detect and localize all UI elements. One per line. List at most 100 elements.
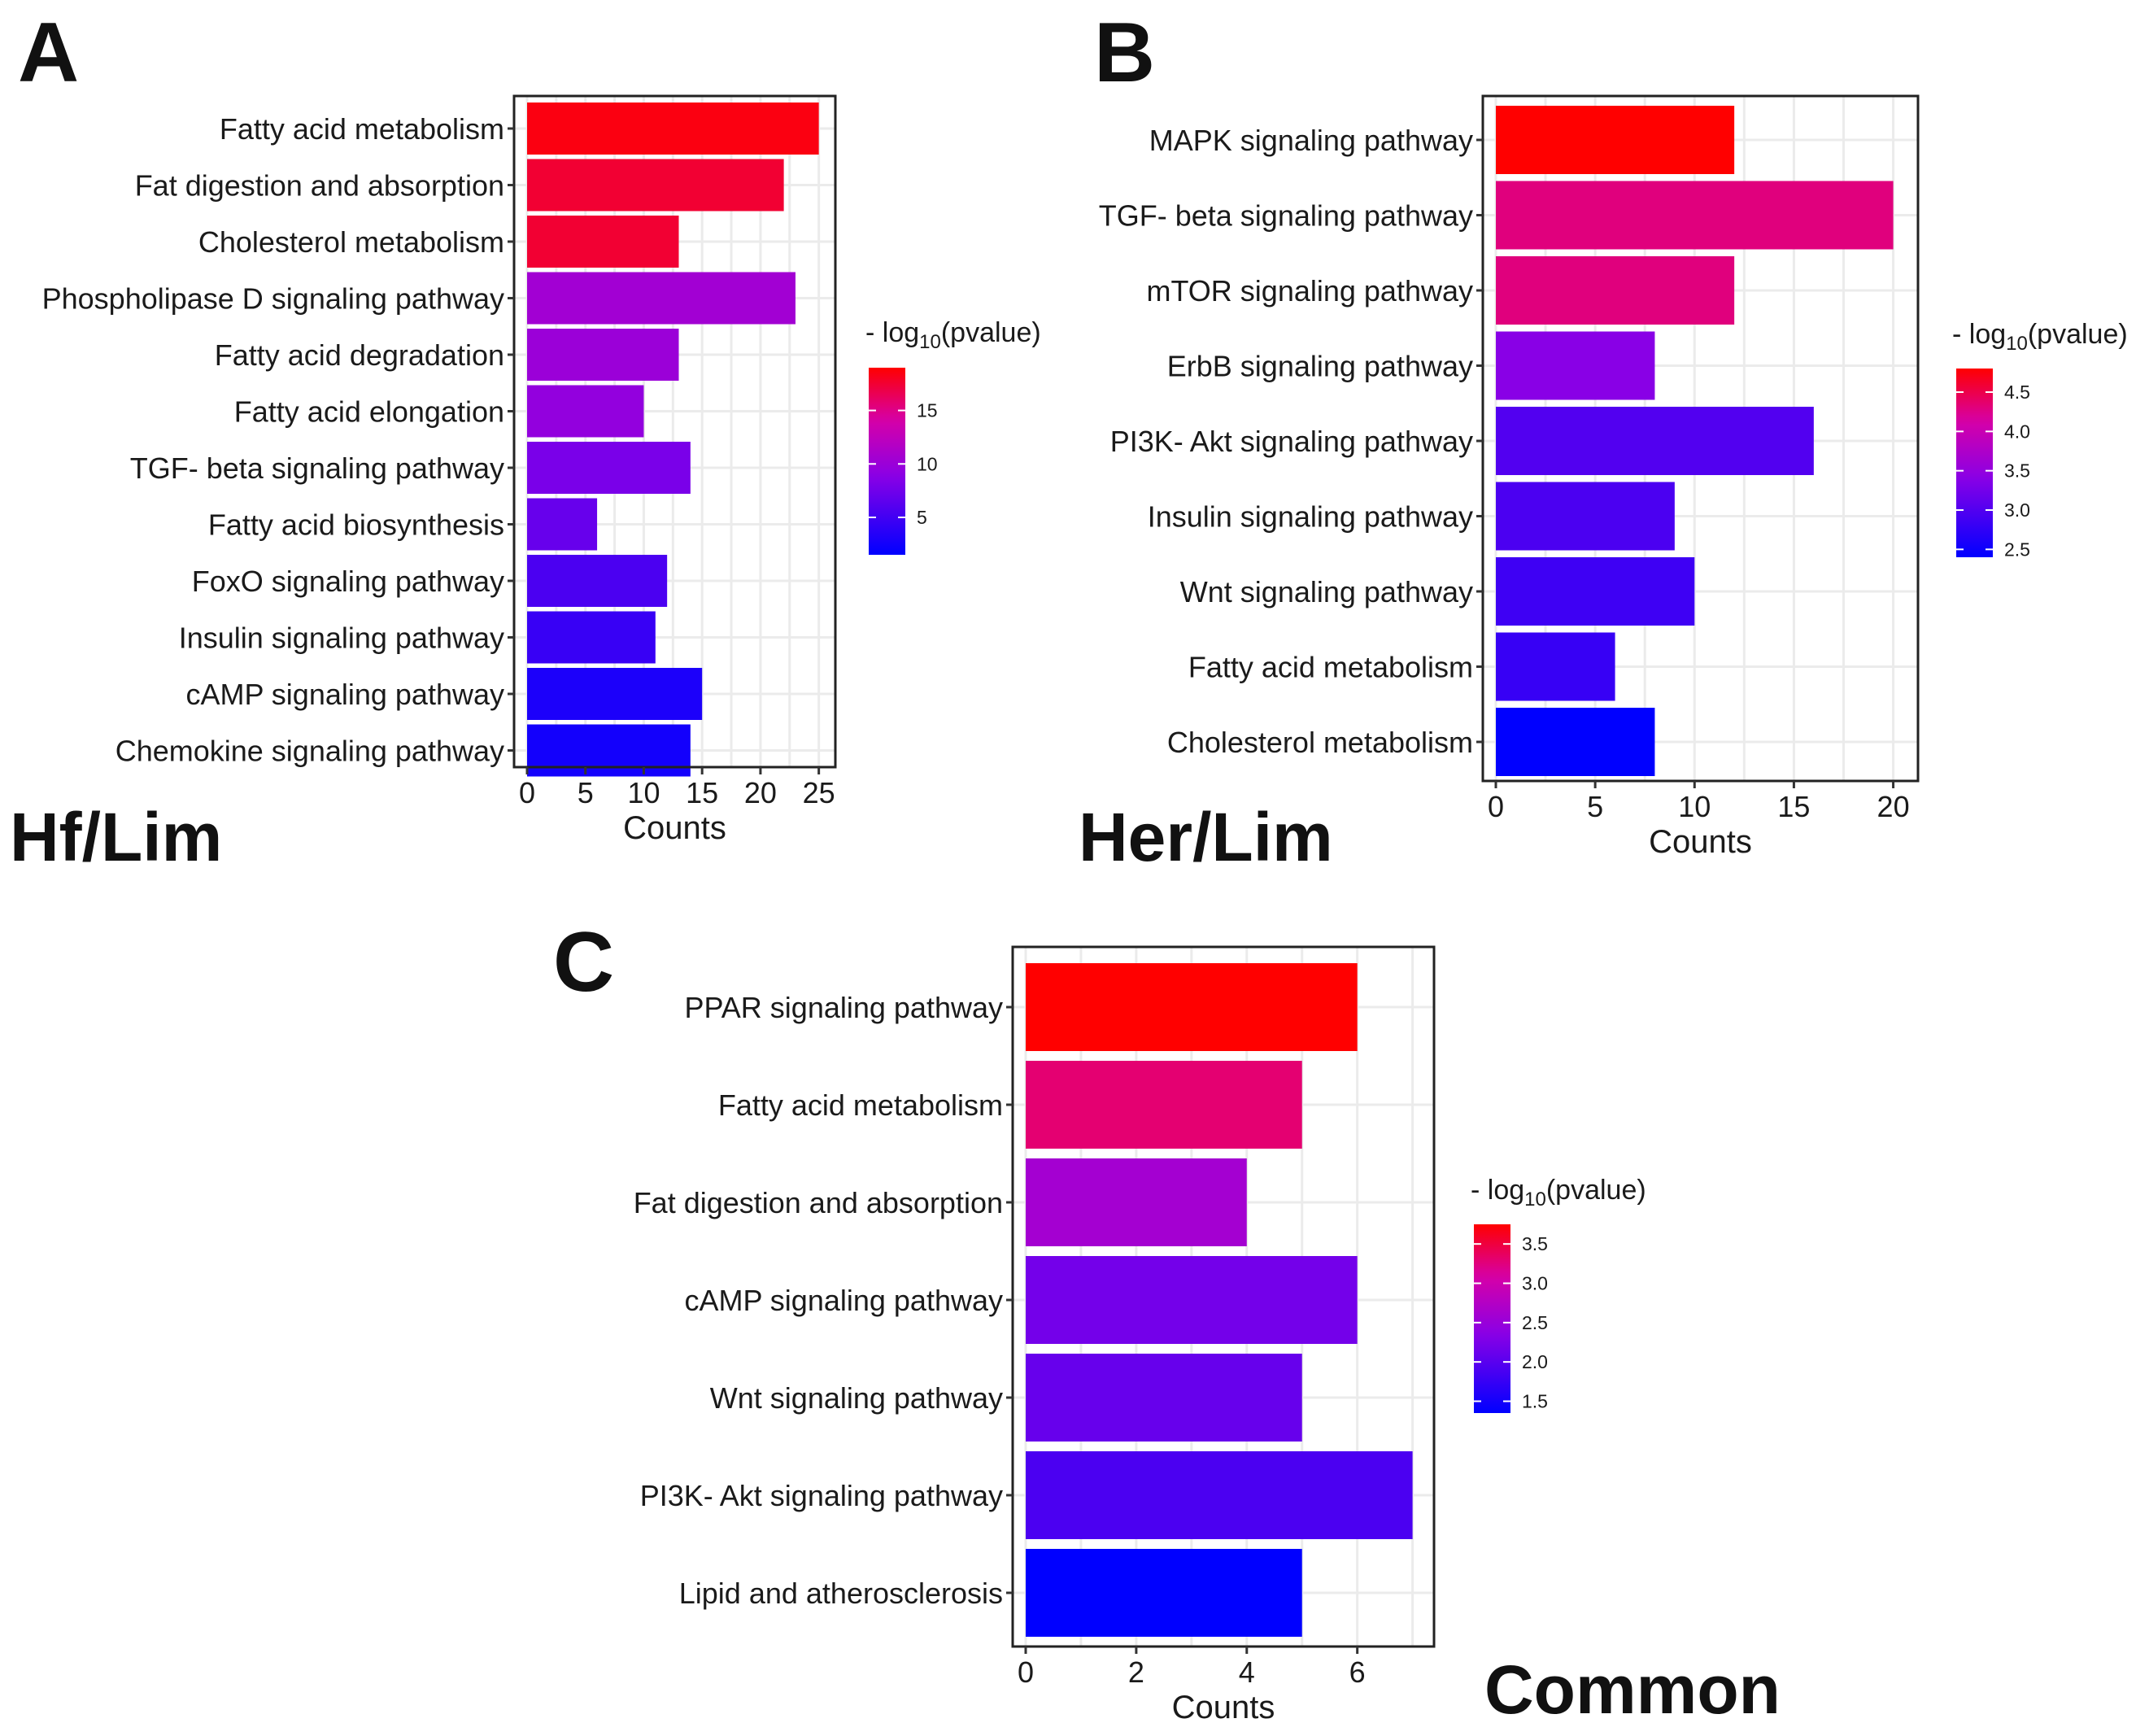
category-label: mTOR signaling pathway — [1146, 274, 1473, 308]
bar — [1026, 1354, 1302, 1442]
x-tick-label: 25 — [803, 776, 835, 809]
x-tick-label: 15 — [686, 776, 718, 809]
panel-letter: C — [553, 915, 614, 1010]
bar — [527, 272, 796, 325]
colorbar-tick-label: 3.0 — [2004, 499, 2030, 521]
bar — [527, 329, 679, 381]
x-tick-label: 15 — [1777, 790, 1810, 823]
category-label: Fat digestion and absorption — [135, 169, 504, 203]
bar — [1496, 181, 1894, 250]
x-tick-label: 5 — [578, 776, 594, 809]
bar — [1496, 256, 1735, 325]
bar — [1496, 106, 1735, 174]
bar — [1026, 1451, 1413, 1539]
bar — [1496, 407, 1814, 475]
bar — [527, 555, 668, 607]
category-label: TGF- beta signaling pathway — [1099, 199, 1473, 233]
category-label: Wnt signaling pathway — [710, 1381, 1003, 1415]
category-label: Fatty acid metabolism — [1188, 651, 1473, 684]
bar — [1496, 708, 1655, 776]
category-label: Fatty acid metabolism — [220, 112, 504, 146]
colorbar-tick-label: 2.5 — [2004, 539, 2030, 560]
x-tick-label: 10 — [1678, 790, 1711, 823]
colorbar-title: - log10(pvalue) — [1952, 319, 2128, 355]
category-label: Cholesterol metabolism — [1167, 726, 1473, 759]
colorbar-tick-label: 2.5 — [1522, 1312, 1548, 1333]
panel-caption: Common — [1484, 1651, 1781, 1728]
bar — [1026, 1061, 1302, 1149]
category-label: Chemokine signaling pathway — [116, 735, 504, 768]
x-axis-title: Counts — [1649, 824, 1752, 860]
category-label: PI3K- Akt signaling pathway — [1110, 425, 1473, 458]
x-tick-label: 0 — [1018, 1655, 1034, 1689]
colorbar — [869, 368, 905, 555]
x-tick-label: 0 — [519, 776, 535, 809]
x-axis-title: Counts — [1172, 1690, 1275, 1725]
x-tick-label: 10 — [627, 776, 660, 809]
bar — [1496, 482, 1675, 551]
category-label: Insulin signaling pathway — [179, 622, 504, 655]
category-label: PI3K- Akt signaling pathway — [640, 1479, 1003, 1512]
colorbar-tick-label: 4.5 — [2004, 382, 2030, 403]
panel-c: C Common PPAR signaling pathway Fatty acid … — [553, 915, 1781, 1728]
bar — [1026, 963, 1358, 1051]
bar — [527, 498, 598, 551]
bar — [527, 724, 691, 777]
category-label: Fatty acid degradation — [215, 338, 504, 372]
bar — [1026, 1256, 1358, 1344]
panel-a: A Hf/Lim Fatty acid metabolism Fat digestio… — [10, 6, 1041, 875]
x-axis-title: Counts — [623, 810, 726, 846]
category-label: ErbB signaling pathway — [1167, 350, 1473, 383]
x-tick-label: 5 — [1587, 790, 1603, 823]
category-label: cAMP signaling pathway — [684, 1284, 1003, 1317]
x-tick-label: 0 — [1488, 790, 1504, 823]
colorbar — [1956, 369, 1993, 557]
category-label: FoxO signaling pathway — [192, 565, 504, 598]
bar — [1496, 632, 1615, 701]
plot-border — [1011, 945, 1436, 1648]
colorbar-tick-label: 4.0 — [2004, 421, 2030, 442]
x-tick-label: 2 — [1128, 1655, 1144, 1689]
bar — [527, 442, 691, 494]
colorbar-tick-label: 3.5 — [1522, 1233, 1548, 1254]
colorbar-title: - log10(pvalue) — [865, 317, 1041, 353]
category-label: Phospholipase D signaling pathway — [42, 282, 504, 316]
panel-caption: Hf/Lim — [10, 799, 222, 875]
panel-b: B Her/Lim MAPK signaling pathway TGF- beta … — [1079, 6, 2128, 875]
plot-border — [1481, 94, 1920, 783]
colorbar-tick-label: 3.5 — [2004, 460, 2030, 482]
category-label: Fat digestion and absorption — [634, 1186, 1003, 1219]
x-tick-label: 20 — [744, 776, 777, 809]
bar — [1026, 1549, 1302, 1637]
panel-letter: B — [1094, 6, 1155, 100]
plot-border — [512, 94, 837, 769]
bar — [527, 103, 819, 155]
category-label: cAMP signaling pathway — [185, 678, 504, 711]
colorbar-tick-label: 3.0 — [1522, 1273, 1548, 1294]
bar — [1496, 331, 1655, 400]
category-label: Fatty acid biosynthesis — [208, 508, 504, 542]
category-label: PPAR signaling pathway — [684, 991, 1003, 1024]
panel-letter: A — [18, 6, 79, 100]
bar — [1026, 1158, 1247, 1246]
bar — [527, 159, 784, 212]
bar — [527, 216, 679, 268]
colorbar-tick-label: 10 — [917, 453, 938, 474]
colorbar-tick-label: 15 — [917, 400, 938, 421]
category-label: Wnt signaling pathway — [1180, 575, 1473, 608]
category-label: Cholesterol metabolism — [198, 225, 504, 259]
panel-caption: Her/Lim — [1079, 799, 1333, 875]
bar — [527, 611, 656, 664]
bar — [527, 668, 703, 720]
colorbar-tick-label: 2.0 — [1522, 1351, 1548, 1372]
x-tick-label: 20 — [1877, 790, 1910, 823]
category-label: Fatty acid elongation — [234, 395, 504, 429]
x-tick-label: 4 — [1239, 1655, 1255, 1689]
category-label: Insulin signaling pathway — [1148, 500, 1473, 534]
category-label: TGF- beta signaling pathway — [130, 451, 504, 485]
colorbar-tick-label: 5 — [917, 507, 927, 528]
colorbar — [1474, 1224, 1510, 1413]
category-label: MAPK signaling pathway — [1149, 124, 1473, 157]
bar — [1496, 557, 1695, 626]
